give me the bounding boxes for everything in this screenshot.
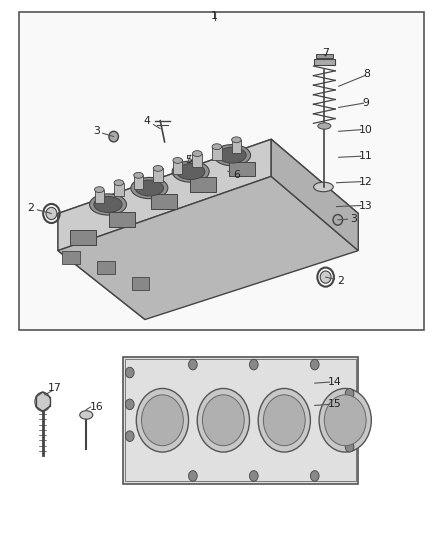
Bar — [134, 175, 143, 189]
Bar — [70, 230, 96, 245]
Text: 10: 10 — [359, 125, 373, 135]
Bar — [232, 140, 241, 153]
Text: 14: 14 — [328, 377, 341, 387]
Bar — [97, 261, 115, 274]
Bar — [123, 357, 358, 484]
Circle shape — [136, 389, 188, 452]
Ellipse shape — [333, 215, 343, 225]
Ellipse shape — [172, 161, 209, 182]
Bar — [212, 147, 222, 160]
Polygon shape — [58, 176, 358, 319]
Text: 16: 16 — [89, 402, 103, 412]
Circle shape — [188, 359, 197, 370]
Text: 3: 3 — [93, 126, 114, 136]
Circle shape — [250, 359, 258, 370]
Ellipse shape — [232, 137, 241, 143]
Bar — [316, 54, 332, 58]
Ellipse shape — [192, 151, 202, 157]
Ellipse shape — [153, 165, 163, 171]
Circle shape — [311, 471, 319, 481]
Ellipse shape — [114, 180, 124, 185]
Ellipse shape — [212, 144, 222, 150]
Ellipse shape — [135, 180, 163, 196]
Ellipse shape — [131, 177, 168, 199]
Ellipse shape — [89, 194, 127, 215]
Circle shape — [319, 389, 371, 452]
Polygon shape — [58, 214, 145, 319]
Bar — [190, 177, 216, 192]
Circle shape — [125, 431, 134, 441]
Bar — [62, 251, 80, 264]
Text: 11: 11 — [359, 151, 373, 161]
Ellipse shape — [214, 144, 251, 166]
Bar — [110, 212, 135, 227]
Circle shape — [258, 389, 311, 452]
Circle shape — [263, 395, 305, 446]
Polygon shape — [58, 139, 271, 251]
Bar — [314, 59, 335, 65]
Bar — [95, 190, 104, 203]
Text: 17: 17 — [48, 383, 61, 393]
Text: 1: 1 — [211, 11, 218, 21]
Circle shape — [324, 395, 366, 446]
Circle shape — [35, 392, 50, 411]
Bar — [19, 12, 424, 330]
Circle shape — [125, 399, 134, 410]
Circle shape — [197, 389, 250, 452]
Text: 3: 3 — [338, 214, 357, 224]
Bar — [151, 195, 177, 209]
Bar — [125, 359, 356, 481]
Ellipse shape — [95, 187, 104, 192]
Text: 2: 2 — [325, 276, 344, 286]
Circle shape — [188, 471, 197, 481]
Circle shape — [141, 395, 184, 446]
Circle shape — [202, 395, 244, 446]
Text: 8: 8 — [364, 69, 371, 79]
Ellipse shape — [109, 131, 118, 142]
Ellipse shape — [173, 158, 183, 164]
Circle shape — [345, 441, 354, 452]
Ellipse shape — [320, 271, 331, 283]
Bar — [153, 168, 163, 182]
Text: 13: 13 — [359, 200, 373, 211]
Circle shape — [250, 471, 258, 481]
Bar — [229, 161, 255, 176]
Text: 15: 15 — [328, 399, 341, 409]
Text: 12: 12 — [359, 176, 373, 187]
Bar — [173, 160, 183, 174]
Ellipse shape — [218, 147, 246, 163]
Circle shape — [311, 359, 319, 370]
Polygon shape — [271, 139, 358, 251]
Text: 5: 5 — [185, 155, 192, 165]
Bar — [114, 183, 124, 196]
Ellipse shape — [94, 197, 122, 213]
Bar — [192, 154, 202, 167]
Text: 6: 6 — [228, 171, 240, 180]
Ellipse shape — [134, 172, 143, 178]
Text: 2: 2 — [28, 203, 51, 214]
Ellipse shape — [318, 123, 331, 129]
Text: 7: 7 — [322, 48, 329, 58]
Ellipse shape — [80, 411, 93, 419]
Ellipse shape — [177, 164, 205, 180]
Ellipse shape — [314, 182, 333, 192]
Text: 4: 4 — [144, 116, 160, 128]
Ellipse shape — [46, 207, 57, 220]
Polygon shape — [58, 139, 358, 282]
Bar — [132, 277, 149, 290]
Circle shape — [345, 389, 354, 399]
Text: 9: 9 — [363, 98, 370, 108]
Circle shape — [125, 367, 134, 378]
